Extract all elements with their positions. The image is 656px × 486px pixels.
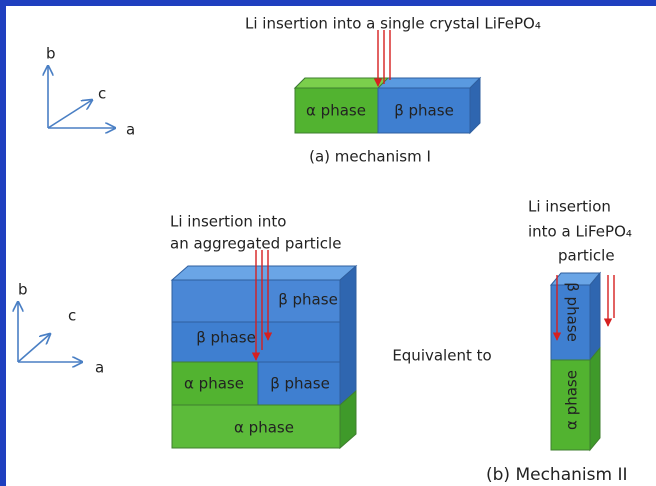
axis-c: c (68, 307, 76, 325)
alpha-label: α phase (306, 102, 366, 120)
beta-label: β phase (394, 102, 454, 120)
particle (549, 271, 615, 452)
crystal-top (293, 30, 482, 135)
axis-a: a (126, 121, 135, 139)
axis-b: b (46, 45, 56, 63)
axis-c: c (98, 85, 106, 103)
axis-b: b (18, 281, 28, 299)
frame-left (0, 0, 6, 486)
layer-label: α phase (234, 419, 294, 437)
caption: particle (558, 247, 615, 265)
axis-a: a (95, 359, 104, 377)
caption: Li insertion into (170, 213, 286, 231)
equivalent: Equivalent to (392, 347, 491, 365)
aggregate (170, 250, 358, 450)
caption: Li insertion into a single crystal LiFeP… (245, 15, 541, 33)
particle-beta: β phase (564, 282, 582, 342)
axes-bottom (18, 302, 82, 362)
layer-label: β phase (196, 329, 256, 347)
caption: an aggregated particle (170, 235, 341, 253)
layer-label: β phase (278, 291, 338, 309)
caption: Li insertion (528, 198, 611, 216)
label-a: (a) mechanism I (309, 148, 431, 166)
caption: into a LiFePO₄ (528, 223, 632, 241)
axes-top (48, 66, 115, 128)
layer-label: α phase (184, 375, 244, 393)
layer-label: β phase (270, 375, 330, 393)
particle-alpha: α phase (563, 370, 581, 430)
frame-top (0, 0, 656, 6)
label-b: (b) Mechanism II (486, 465, 627, 485)
